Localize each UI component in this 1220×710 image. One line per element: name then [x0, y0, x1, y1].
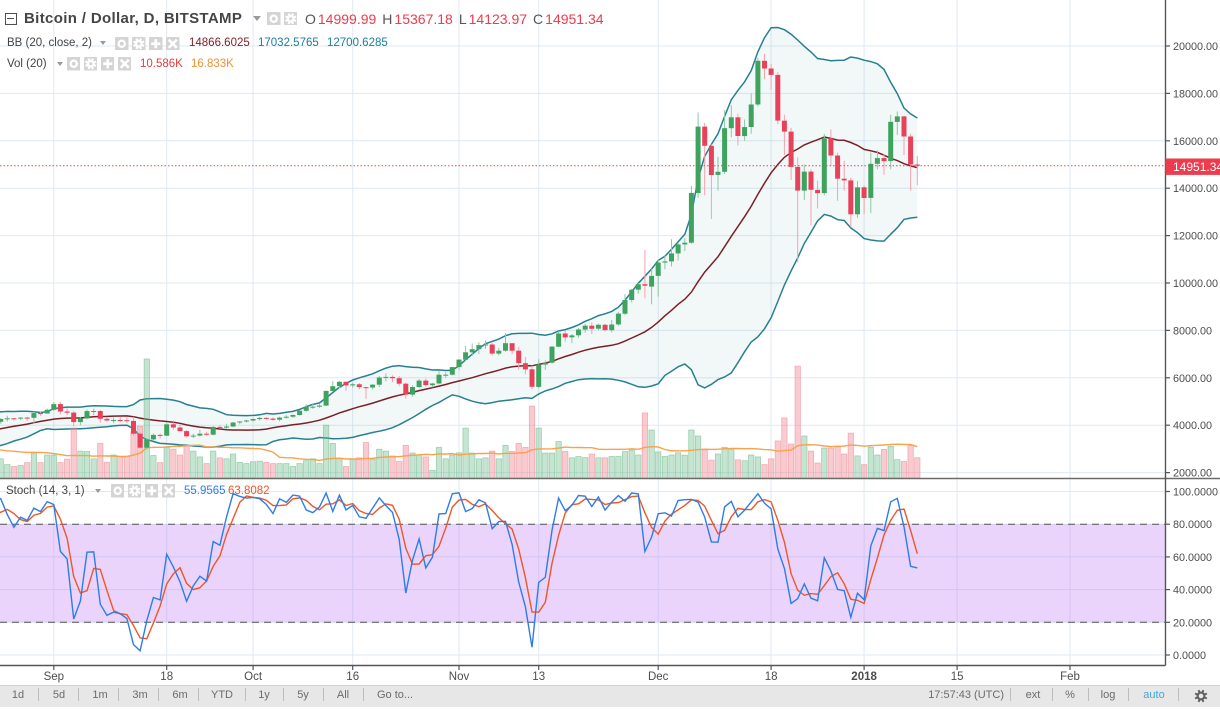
svg-text:16: 16 — [346, 671, 359, 683]
svg-text:Oct: Oct — [244, 671, 263, 683]
svg-text:20.0000: 20.0000 — [1173, 617, 1212, 629]
svg-text:Sep: Sep — [44, 671, 64, 683]
svg-text:18000.00: 18000.00 — [1173, 88, 1218, 100]
svg-text:6000.00: 6000.00 — [1173, 373, 1212, 385]
svg-text:Nov: Nov — [449, 671, 470, 683]
svg-text:Feb: Feb — [1060, 671, 1080, 683]
svg-text:20000.00: 20000.00 — [1173, 41, 1218, 53]
svg-text:2018: 2018 — [851, 671, 877, 683]
svg-text:40.0000: 40.0000 — [1173, 585, 1212, 597]
svg-text:4000.00: 4000.00 — [1173, 420, 1212, 432]
svg-text:80.0000: 80.0000 — [1173, 519, 1212, 531]
svg-text:8000.00: 8000.00 — [1173, 325, 1212, 337]
svg-text:15: 15 — [951, 671, 964, 683]
svg-text:100.0000: 100.0000 — [1173, 487, 1218, 499]
svg-text:2000.00: 2000.00 — [1173, 468, 1212, 480]
svg-text:14951.34: 14951.34 — [1173, 160, 1220, 174]
svg-text:12000.00: 12000.00 — [1173, 231, 1218, 243]
svg-text:18: 18 — [765, 671, 778, 683]
svg-text:0.0000: 0.0000 — [1173, 650, 1206, 662]
svg-text:18: 18 — [160, 671, 173, 683]
svg-text:Dec: Dec — [648, 671, 669, 683]
svg-text:16000.00: 16000.00 — [1173, 136, 1218, 148]
svg-text:14000.00: 14000.00 — [1173, 183, 1218, 195]
svg-text:10000.00: 10000.00 — [1173, 278, 1218, 290]
svg-text:60.0000: 60.0000 — [1173, 552, 1212, 564]
svg-text:13: 13 — [532, 671, 545, 683]
